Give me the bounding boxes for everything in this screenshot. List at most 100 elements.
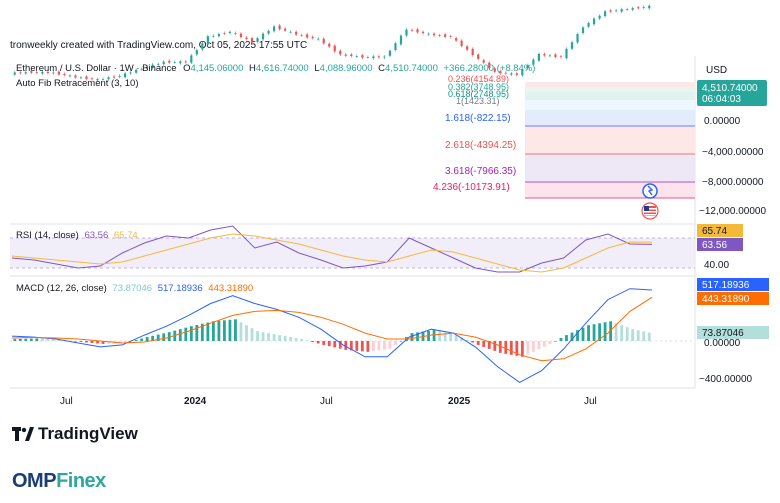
macd-histogram-bar: [140, 338, 144, 341]
chart-credit: tronweekly created with TradingView.com,…: [10, 40, 308, 51]
candle-body: [201, 43, 204, 50]
macd-histogram-bar: [311, 341, 315, 342]
signal-badge-text: 443.31890: [702, 294, 750, 305]
macd-histogram-bar: [366, 341, 370, 352]
macd-histogram-bar: [454, 335, 458, 341]
candle-body: [510, 73, 513, 75]
candle-body: [52, 72, 55, 74]
candle-body: [581, 27, 585, 34]
macd-badge: [697, 278, 769, 291]
candles: [13, 4, 651, 82]
candle-body: [30, 71, 33, 73]
macd-histogram-bar: [316, 341, 320, 344]
macd-histogram-bar: [344, 341, 348, 350]
macd-histogram-bar: [294, 338, 298, 341]
macd-histogram-bar: [261, 332, 265, 341]
macd-histogram-bar: [476, 341, 480, 345]
candle-body: [101, 79, 105, 80]
candle-body: [570, 42, 574, 49]
fib-label-0382: 0.382(3748.95): [448, 82, 509, 92]
candle-body: [173, 62, 176, 63]
candle-body: [488, 62, 491, 69]
indicator-label: Auto Fib Retracement (3, 10): [16, 78, 139, 89]
candle-body: [620, 9, 623, 12]
price-axis-tick: −12,000.00000: [699, 206, 766, 217]
us-flag-icon[interactable]: [641, 202, 659, 220]
candle-body: [460, 40, 463, 46]
candle-body: [157, 63, 160, 65]
candle-body: [444, 34, 447, 37]
macd-histogram-bar: [178, 329, 182, 341]
candle-body: [339, 50, 342, 55]
macd-histogram-bar: [603, 322, 607, 341]
signal-badge: [697, 292, 769, 305]
candle-body: [482, 60, 485, 63]
candle-body: [295, 31, 298, 35]
candle-body: [377, 56, 380, 58]
macd-signal-line: [11, 296, 653, 362]
tradingview-icon: [12, 427, 34, 441]
candle-body: [366, 57, 369, 58]
macd-histogram-bar: [416, 332, 419, 341]
macd-histogram-bar: [349, 341, 353, 351]
macd-histogram-bar: [239, 322, 243, 341]
macd-histogram-bar: [371, 341, 375, 352]
macd-histogram-bar: [338, 341, 342, 349]
candle-body: [179, 61, 182, 64]
macd-histogram-bar: [592, 324, 596, 341]
ompfinex-logo-part: Finex: [56, 470, 106, 492]
price-badge-countdown: 06:04:03: [702, 94, 741, 105]
candle-body: [46, 71, 49, 74]
macd-histogram-bar: [145, 337, 149, 341]
fib-zones: [525, 82, 695, 199]
hist-badge-text: 73.87046: [702, 328, 744, 339]
rsi-ma-badge: [697, 224, 743, 237]
macd-histogram-bar: [18, 338, 22, 341]
candle-body: [217, 34, 220, 37]
macd-histogram-bar: [388, 341, 392, 349]
chart-canvas: 0.236(4154.89) 0.382(3748.95) 0.618(2748…: [10, 4, 769, 407]
candle-body: [79, 77, 83, 79]
macd-histogram-bar: [90, 341, 94, 343]
rsi-ma-line: [11, 233, 653, 273]
candle-body: [151, 64, 154, 69]
macd-histogram-bar: [471, 341, 475, 343]
candle-body: [427, 33, 430, 35]
candle-body: [300, 34, 303, 36]
candle-body: [626, 9, 629, 10]
candle-body: [537, 53, 540, 61]
macd-histogram-bar: [559, 338, 563, 341]
candle-body: [289, 31, 292, 33]
x-axis-tick: Jul: [584, 396, 597, 407]
candle-body: [493, 68, 496, 72]
candle-body: [239, 33, 243, 38]
economic-event-icon[interactable]: [642, 183, 658, 199]
ompfinex-logo-part: OMP: [12, 470, 57, 492]
macd-histogram-bar: [305, 340, 309, 342]
macd-histogram-bar: [107, 341, 110, 344]
candle-body: [223, 33, 226, 34]
fib-label-0236: 0.236(4154.89): [448, 74, 509, 84]
candle-body: [504, 72, 507, 74]
macd-histogram-bar: [631, 333, 635, 341]
macd-histogram-bar: [554, 341, 557, 342]
candle-body: [421, 31, 425, 34]
macd-histogram-bar: [581, 327, 585, 341]
candle-body: [399, 35, 403, 45]
rsi-header: RSI (14, close) 63.56 65.74: [16, 230, 138, 241]
macd-histogram-bar: [151, 335, 155, 341]
macd-histogram-bar: [35, 338, 39, 341]
macd-histogram-bar: [283, 336, 287, 341]
candle-body: [521, 69, 524, 76]
macd-histogram-bar: [614, 323, 618, 341]
candle-body: [146, 66, 149, 69]
candle-body: [405, 29, 408, 36]
candle-body: [526, 65, 529, 69]
macd-histogram-bar: [642, 331, 646, 341]
macd-histogram-bar: [101, 341, 105, 344]
x-axis-tick: Jul: [60, 396, 73, 407]
candle-body: [63, 73, 66, 76]
hist-badge: [697, 326, 769, 339]
macd-histogram-bar: [355, 341, 359, 351]
